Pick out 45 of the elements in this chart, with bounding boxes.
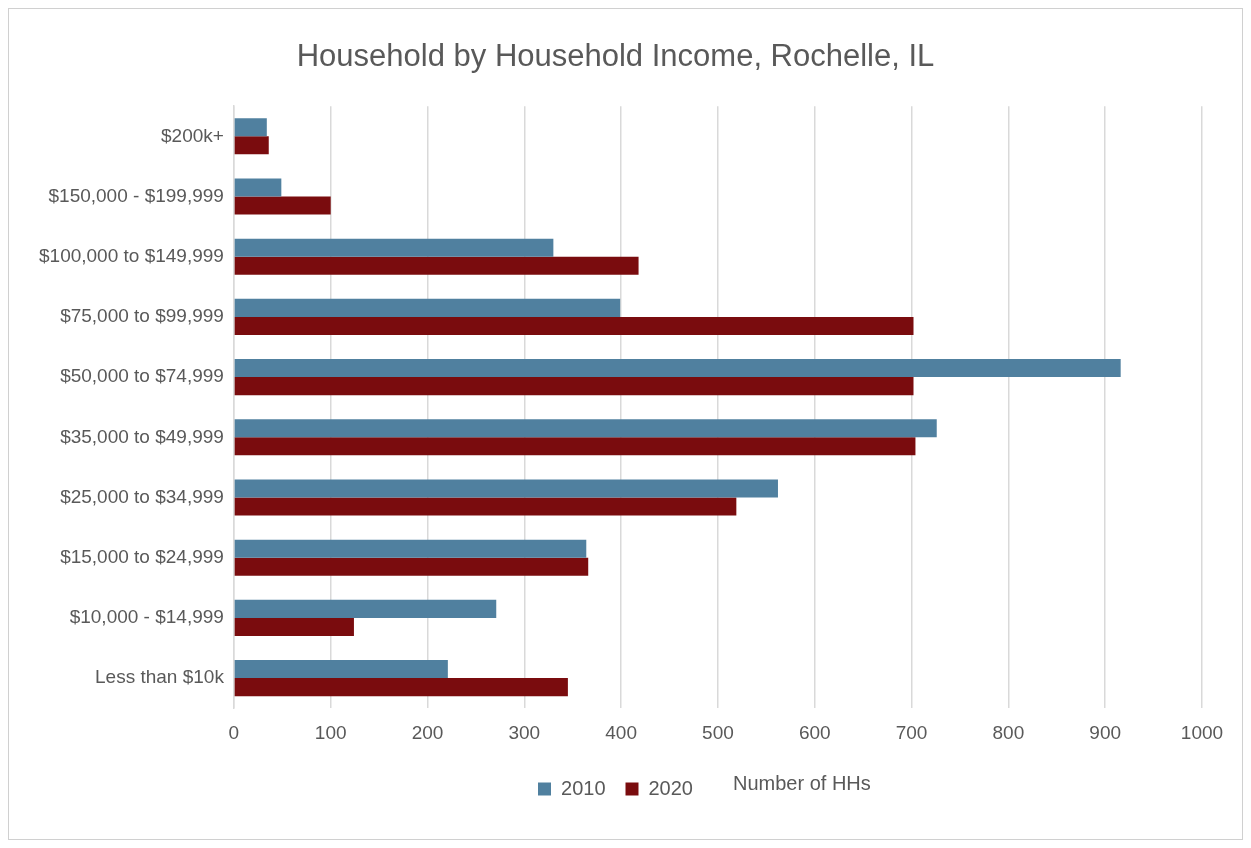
x-tick-label: 600	[798, 721, 831, 743]
bar	[234, 437, 916, 456]
bar	[234, 136, 269, 155]
bar	[234, 178, 282, 197]
x-tick-label: 1000	[1180, 721, 1224, 743]
y-tick-label: $200k+	[161, 124, 224, 146]
y-tick-label: $15,000 to $24,999	[60, 545, 224, 567]
bar	[234, 298, 621, 317]
legend-label: 2010	[561, 776, 606, 799]
x-tick-label: 300	[508, 721, 541, 743]
y-tick-label: $50,000 to $74,999	[60, 365, 224, 387]
x-tick-label: 700	[895, 721, 928, 743]
x-axis-title: Number of HHs	[732, 771, 871, 794]
y-tick-label: Less than $10k	[95, 666, 225, 688]
x-tick-label: 200	[411, 721, 444, 743]
bar	[234, 377, 914, 396]
bar	[234, 599, 497, 618]
bar	[234, 316, 914, 335]
x-tick-label: 400	[605, 721, 637, 743]
x-tick-label: 900	[1089, 721, 1122, 743]
y-tick-label: $75,000 to $99,999	[60, 305, 224, 327]
x-tick-label: 100	[314, 721, 347, 743]
bar	[234, 256, 639, 275]
bar	[234, 479, 778, 498]
x-tick-label: 0	[228, 721, 240, 743]
x-tick-label: 800	[992, 721, 1025, 743]
bar	[234, 557, 589, 576]
y-tick-label: $150,000 - $199,999	[48, 184, 224, 206]
bar	[234, 678, 568, 697]
bar	[234, 617, 354, 636]
legend-label: 2020	[648, 776, 693, 799]
bar	[234, 660, 448, 679]
bar	[234, 238, 554, 257]
y-tick-label: $10,000 - $14,999	[69, 606, 224, 628]
bar	[234, 118, 267, 137]
y-tick-label: $100,000 to $149,999	[38, 244, 224, 266]
chart-title: Household by Household Income, Rochelle, IL	[296, 38, 935, 74]
bar	[234, 359, 1121, 378]
bar	[234, 497, 737, 516]
y-tick-label: $35,000 to $49,999	[60, 425, 224, 447]
bar	[234, 539, 587, 558]
y-tick-label: $25,000 to $34,999	[60, 485, 224, 507]
x-tick-label: 500	[702, 721, 734, 743]
bar	[234, 196, 331, 215]
bar	[234, 419, 937, 438]
